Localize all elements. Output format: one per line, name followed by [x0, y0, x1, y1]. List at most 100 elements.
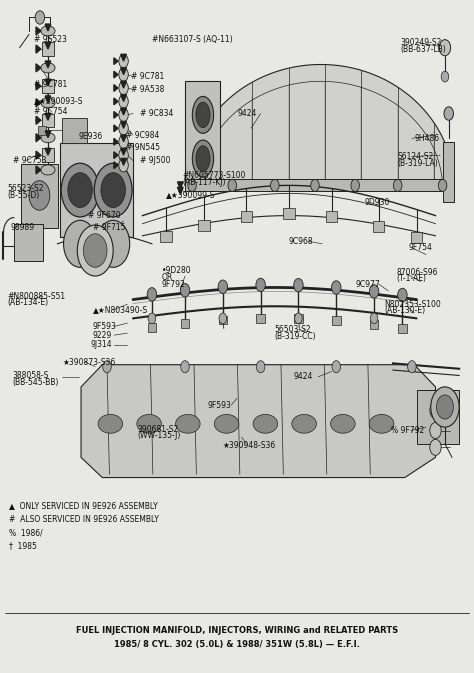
- Circle shape: [77, 225, 113, 276]
- Ellipse shape: [330, 415, 355, 433]
- Text: 390681-S2: 390681-S2: [138, 425, 179, 433]
- Polygon shape: [36, 116, 41, 125]
- Text: 56523-S2: 56523-S2: [8, 184, 44, 193]
- Circle shape: [294, 279, 303, 292]
- Circle shape: [430, 439, 441, 456]
- Text: 9F754: 9F754: [408, 244, 432, 252]
- Bar: [398, 324, 407, 332]
- Text: 1985/ 8 CYL. 302 (5.0L) & 1988/ 351W (5.8L) — E.F.I.: 1985/ 8 CYL. 302 (5.0L) & 1988/ 351W (5.…: [114, 639, 360, 649]
- Circle shape: [311, 179, 319, 191]
- Polygon shape: [36, 151, 41, 160]
- Bar: [185, 179, 455, 191]
- Text: •9D280: •9D280: [161, 267, 191, 275]
- Bar: [160, 231, 172, 242]
- Circle shape: [370, 313, 378, 324]
- Text: 9424: 9424: [294, 372, 313, 382]
- Circle shape: [68, 173, 92, 207]
- Circle shape: [218, 280, 228, 293]
- Circle shape: [94, 164, 132, 217]
- Text: % 9F792: % 9F792: [391, 426, 424, 435]
- Bar: [60, 143, 133, 237]
- Bar: [20, 164, 58, 227]
- Polygon shape: [114, 71, 118, 78]
- Text: S6124-S2: S6124-S2: [398, 152, 434, 161]
- Ellipse shape: [41, 26, 55, 36]
- Bar: [62, 118, 87, 143]
- Polygon shape: [121, 68, 127, 75]
- Polygon shape: [114, 58, 118, 65]
- Text: 9F593: 9F593: [208, 400, 232, 409]
- Ellipse shape: [41, 98, 55, 108]
- Polygon shape: [36, 134, 41, 142]
- Ellipse shape: [253, 415, 278, 433]
- Text: #N663107-S (AQ-11): #N663107-S (AQ-11): [152, 35, 233, 44]
- Bar: [370, 320, 378, 329]
- Text: 9424: 9424: [237, 109, 256, 118]
- Circle shape: [119, 81, 128, 95]
- Bar: [411, 232, 422, 243]
- Text: (AB-117-KJ): (AB-117-KJ): [182, 178, 226, 186]
- Polygon shape: [121, 148, 127, 155]
- Polygon shape: [36, 166, 41, 174]
- Text: # 9F715: # 9F715: [93, 223, 125, 232]
- Polygon shape: [121, 81, 127, 88]
- Ellipse shape: [41, 63, 55, 73]
- Bar: [42, 114, 54, 127]
- Text: (AB-134-E): (AB-134-E): [8, 298, 49, 308]
- Ellipse shape: [192, 96, 214, 133]
- Text: 388058-S: 388058-S: [12, 371, 49, 380]
- Polygon shape: [121, 121, 127, 129]
- Circle shape: [271, 179, 279, 191]
- Polygon shape: [114, 85, 118, 92]
- Bar: [181, 319, 189, 328]
- Text: 98989: 98989: [10, 223, 34, 232]
- Text: # 9C754: # 9C754: [34, 107, 67, 116]
- Text: ▲  ONLY SERVICED IN 9E926 ASSEMBLY: ▲ ONLY SERVICED IN 9E926 ASSEMBLY: [9, 501, 158, 510]
- Polygon shape: [121, 95, 127, 102]
- Circle shape: [408, 361, 416, 373]
- Text: #N605773-S100: #N605773-S100: [182, 171, 246, 180]
- Circle shape: [119, 135, 128, 149]
- Polygon shape: [45, 96, 51, 103]
- Text: # 9C781: # 9C781: [34, 80, 67, 89]
- Bar: [185, 81, 220, 185]
- Bar: [37, 126, 46, 135]
- Circle shape: [295, 313, 302, 324]
- Polygon shape: [45, 148, 51, 155]
- Bar: [326, 211, 337, 222]
- Circle shape: [437, 395, 454, 419]
- Polygon shape: [45, 61, 51, 68]
- Circle shape: [83, 234, 107, 267]
- Polygon shape: [114, 139, 118, 145]
- Text: 9F593: 9F593: [93, 322, 117, 331]
- Text: ★390873-S36: ★390873-S36: [62, 357, 115, 367]
- Circle shape: [101, 173, 126, 207]
- Text: 9C977: 9C977: [355, 279, 380, 289]
- Polygon shape: [36, 99, 41, 107]
- Ellipse shape: [192, 140, 214, 177]
- Polygon shape: [45, 113, 51, 120]
- Text: 87006-S96: 87006-S96: [397, 268, 438, 277]
- Polygon shape: [114, 152, 118, 159]
- Ellipse shape: [41, 165, 55, 175]
- Polygon shape: [45, 24, 51, 31]
- Text: ▲★390093-S: ▲★390093-S: [34, 96, 83, 104]
- Polygon shape: [121, 55, 127, 61]
- Bar: [256, 314, 265, 322]
- Circle shape: [331, 281, 341, 294]
- Circle shape: [431, 387, 459, 427]
- Circle shape: [439, 40, 451, 56]
- Circle shape: [398, 288, 407, 302]
- Circle shape: [369, 285, 379, 298]
- Text: ▲★390099-S: ▲★390099-S: [166, 190, 216, 199]
- Ellipse shape: [41, 133, 55, 143]
- Text: (B-55-D): (B-55-D): [8, 191, 40, 200]
- Polygon shape: [36, 82, 41, 90]
- Text: # 9A538: # 9A538: [131, 85, 164, 94]
- Text: (BB-637-LB): (BB-637-LB): [400, 44, 446, 54]
- Circle shape: [351, 179, 359, 191]
- Bar: [148, 323, 156, 332]
- Polygon shape: [45, 79, 51, 86]
- Circle shape: [97, 220, 130, 267]
- Circle shape: [119, 149, 128, 162]
